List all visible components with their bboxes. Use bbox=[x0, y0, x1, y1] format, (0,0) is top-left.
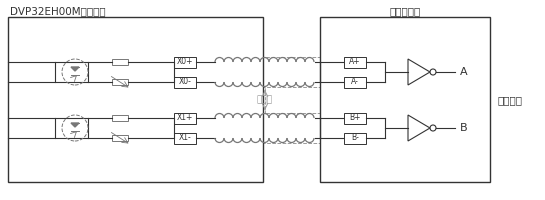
Bar bbox=[344, 56, 366, 68]
Bar bbox=[8, 17, 263, 182]
Text: B+: B+ bbox=[349, 114, 361, 122]
Polygon shape bbox=[71, 123, 79, 127]
Bar bbox=[112, 79, 128, 85]
Polygon shape bbox=[71, 67, 79, 71]
Bar bbox=[210, 57, 320, 87]
Text: X0+: X0+ bbox=[177, 58, 193, 66]
Bar bbox=[344, 76, 366, 88]
Text: A+: A+ bbox=[349, 58, 361, 66]
Bar bbox=[344, 132, 366, 144]
Text: X1+: X1+ bbox=[177, 114, 193, 122]
Bar bbox=[174, 76, 196, 88]
Bar bbox=[320, 17, 490, 182]
Text: 双绞线: 双绞线 bbox=[257, 96, 273, 104]
Bar bbox=[112, 115, 128, 121]
Bar bbox=[174, 112, 196, 123]
Text: 差动输出: 差动输出 bbox=[498, 95, 523, 105]
Bar bbox=[112, 59, 128, 65]
Bar bbox=[174, 56, 196, 68]
Text: A: A bbox=[460, 67, 468, 77]
Bar bbox=[210, 113, 320, 143]
Text: B-: B- bbox=[351, 134, 359, 142]
Bar bbox=[174, 132, 196, 144]
Text: A-: A- bbox=[351, 77, 359, 86]
Text: DVP32EH00M高速输入: DVP32EH00M高速输入 bbox=[10, 6, 106, 16]
Text: B: B bbox=[460, 123, 468, 133]
Text: X1-: X1- bbox=[179, 134, 191, 142]
Text: X0-: X0- bbox=[179, 77, 191, 86]
Bar bbox=[344, 112, 366, 123]
Bar bbox=[112, 135, 128, 141]
Text: 编码器输出: 编码器输出 bbox=[389, 6, 421, 16]
